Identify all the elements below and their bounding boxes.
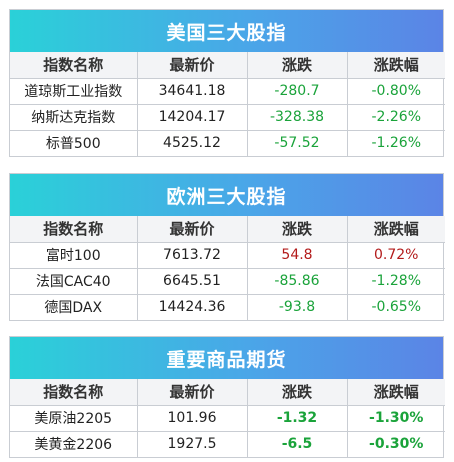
table-row: 德国DAX 14424.36 -93.8 -0.65% <box>10 294 445 320</box>
commodities-panel: 重要商品期货 指数名称 最新价 涨跌 涨跌幅 美原油2205 101.96 -1… <box>9 336 445 458</box>
table-row: 标普500 4525.12 -57.52 -1.26% <box>10 130 445 156</box>
commodity-name: 美黄金2206 <box>10 431 138 457</box>
index-pct: -0.80% <box>347 78 445 105</box>
index-pct: 0.72% <box>347 242 445 269</box>
table-row: 法国CAC40 6645.51 -85.86 -1.28% <box>10 268 445 295</box>
index-name: 德国DAX <box>10 294 138 320</box>
commodity-price: 1927.5 <box>137 431 248 457</box>
index-change: -57.52 <box>247 130 348 156</box>
table-header-row: 指数名称 最新价 涨跌 涨跌幅 <box>10 216 445 243</box>
col-header-change: 涨跌 <box>247 216 348 243</box>
commodity-change: -1.32 <box>247 405 348 432</box>
commodity-change: -6.5 <box>247 431 348 457</box>
us-indices-title: 美国三大股指 <box>10 10 443 52</box>
commodity-name: 美原油2205 <box>10 405 138 432</box>
col-header-name: 指数名称 <box>10 52 138 79</box>
index-name: 法国CAC40 <box>10 268 138 295</box>
index-change: 54.8 <box>247 242 348 269</box>
index-change: -85.86 <box>247 268 348 295</box>
us-indices-panel: 美国三大股指 指数名称 最新价 涨跌 涨跌幅 道琼斯工业指数 34641.18 … <box>9 9 445 157</box>
table-header-row: 指数名称 最新价 涨跌 涨跌幅 <box>10 379 445 406</box>
index-price: 14204.17 <box>137 104 248 131</box>
eu-indices-panel: 欧洲三大股指 指数名称 最新价 涨跌 涨跌幅 富时100 7613.72 54.… <box>9 173 445 321</box>
col-header-price: 最新价 <box>137 216 248 243</box>
table-row: 美黄金2206 1927.5 -6.5 -0.30% <box>10 431 445 457</box>
col-header-pct: 涨跌幅 <box>347 379 445 406</box>
eu-indices-table: 指数名称 最新价 涨跌 涨跌幅 富时100 7613.72 54.8 0.72%… <box>10 216 445 320</box>
index-name: 道琼斯工业指数 <box>10 78 138 105</box>
col-header-pct: 涨跌幅 <box>347 216 445 243</box>
col-header-change: 涨跌 <box>247 379 348 406</box>
table-row: 富时100 7613.72 54.8 0.72% <box>10 242 445 269</box>
col-header-price: 最新价 <box>137 379 248 406</box>
commodity-pct: -1.30% <box>347 405 445 432</box>
index-price: 6645.51 <box>137 268 248 295</box>
index-price: 4525.12 <box>137 130 248 156</box>
index-name: 标普500 <box>10 130 138 156</box>
table-row: 美原油2205 101.96 -1.32 -1.30% <box>10 405 445 432</box>
index-change: -93.8 <box>247 294 348 320</box>
index-change: -280.7 <box>247 78 348 105</box>
eu-indices-title: 欧洲三大股指 <box>10 174 443 216</box>
col-header-name: 指数名称 <box>10 216 138 243</box>
commodities-table: 指数名称 最新价 涨跌 涨跌幅 美原油2205 101.96 -1.32 -1.… <box>10 379 445 457</box>
index-name: 纳斯达克指数 <box>10 104 138 131</box>
commodity-price: 101.96 <box>137 405 248 432</box>
index-price: 14424.36 <box>137 294 248 320</box>
index-pct: -1.26% <box>371 135 422 152</box>
index-name: 富时100 <box>10 242 138 269</box>
commodity-pct: -0.30% <box>369 436 424 453</box>
col-header-name: 指数名称 <box>10 379 138 406</box>
us-indices-table: 指数名称 最新价 涨跌 涨跌幅 道琼斯工业指数 34641.18 -280.7 … <box>10 52 445 156</box>
index-pct: -1.28% <box>347 268 445 295</box>
table-row: 纳斯达克指数 14204.17 -328.38 -2.26% <box>10 104 445 131</box>
col-header-price: 最新价 <box>137 52 248 79</box>
table-row: 道琼斯工业指数 34641.18 -280.7 -0.80% <box>10 78 445 105</box>
index-price: 7613.72 <box>137 242 248 269</box>
col-header-change: 涨跌 <box>247 52 348 79</box>
commodities-title: 重要商品期货 <box>10 337 443 379</box>
index-pct: -0.65% <box>371 299 422 316</box>
table-header-row: 指数名称 最新价 涨跌 涨跌幅 <box>10 52 445 79</box>
index-price: 34641.18 <box>137 78 248 105</box>
index-pct: -2.26% <box>347 104 445 131</box>
col-header-pct: 涨跌幅 <box>347 52 445 79</box>
index-change: -328.38 <box>247 104 348 131</box>
